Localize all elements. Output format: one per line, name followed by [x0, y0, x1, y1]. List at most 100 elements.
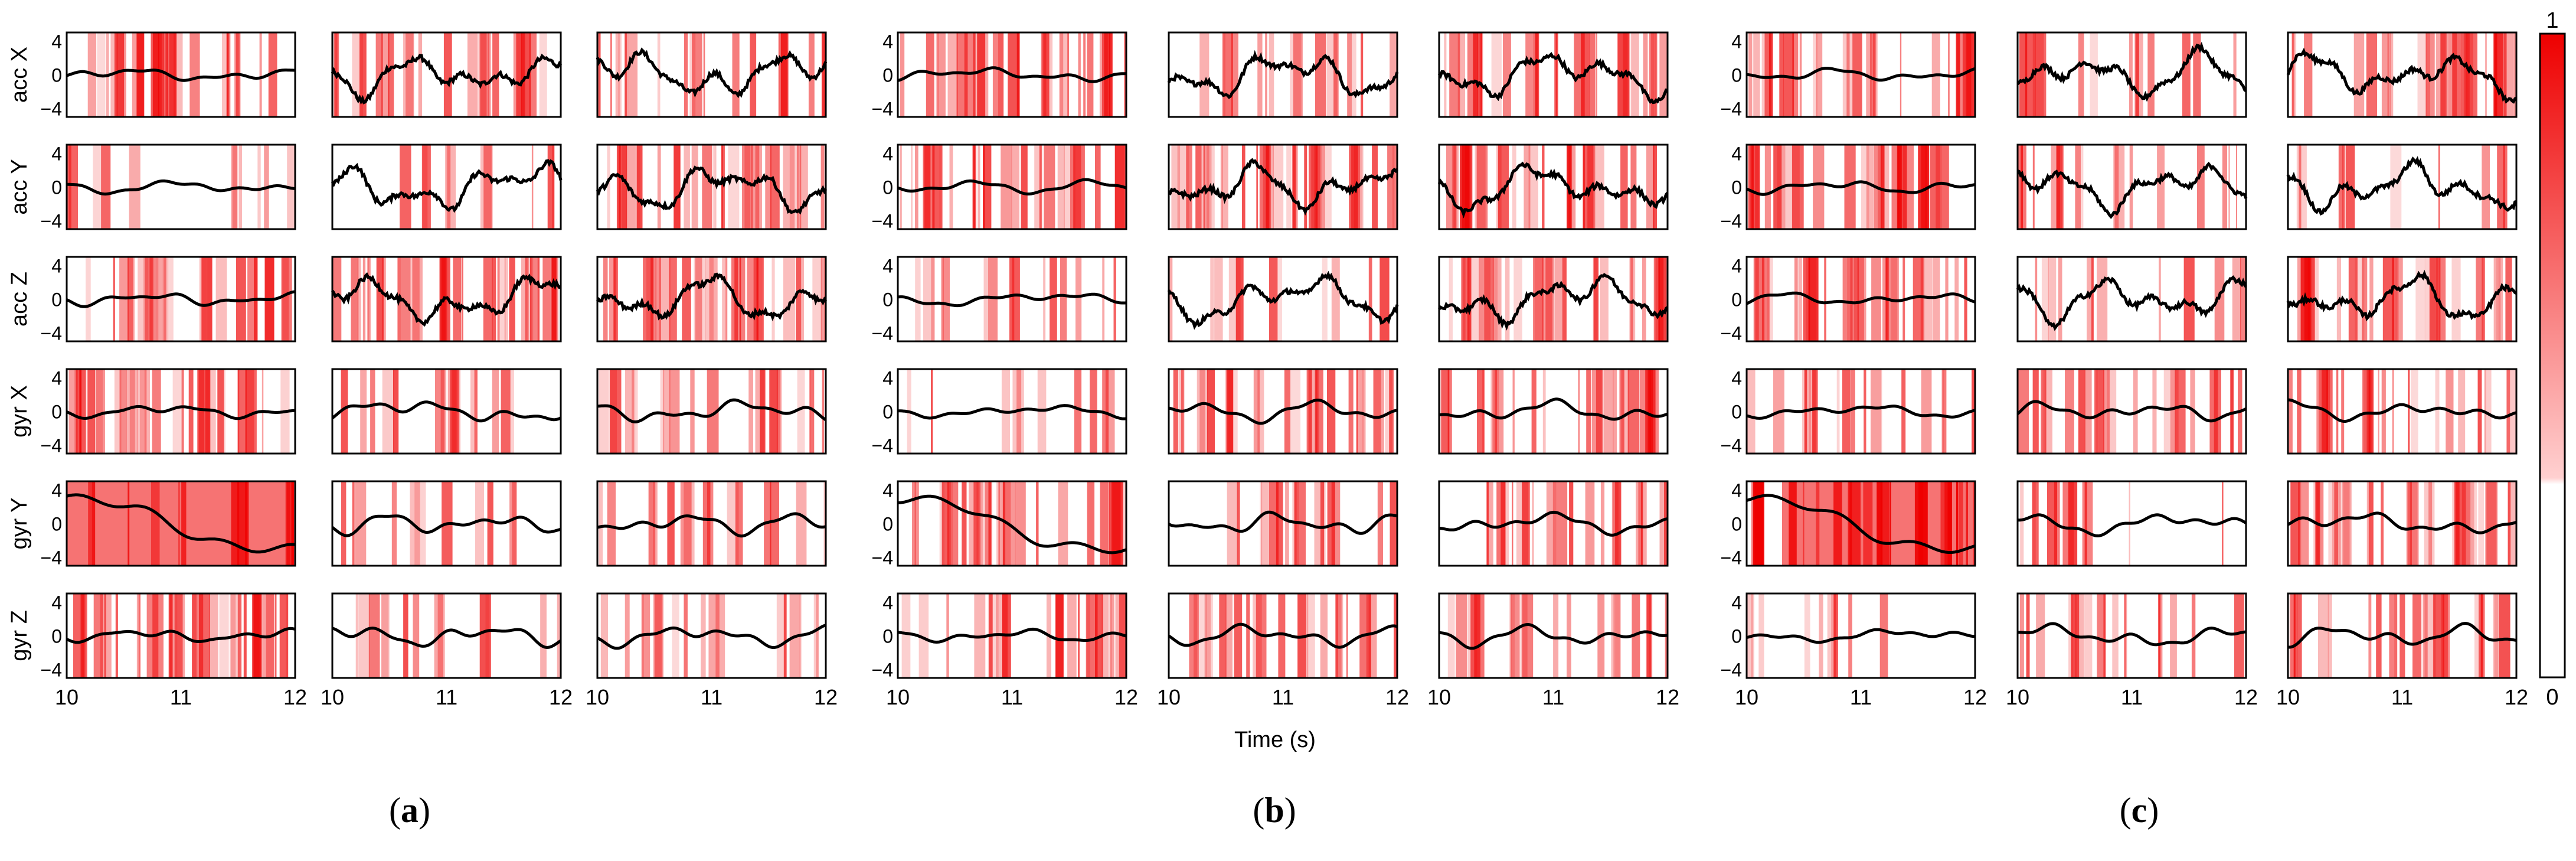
relevance-stripe [1878, 145, 1889, 229]
subplot-acc-x-col2 [331, 31, 563, 118]
x-tick-label: 12 [2234, 685, 2258, 709]
relevance-stripe [1083, 32, 1086, 117]
axes-frame [2287, 480, 2518, 567]
relevance-stripe [474, 369, 478, 454]
relevance-stripe [942, 481, 943, 566]
relevance-stripe [1109, 481, 1121, 566]
relevance-stripe [104, 593, 106, 678]
relevance-stripe [1292, 145, 1296, 229]
relevance-stripe [816, 593, 819, 678]
relevance-stripe [1087, 593, 1090, 678]
relevance-stripe [381, 32, 390, 117]
y-tick-label: 0 [882, 289, 893, 311]
relevance-stripe [2098, 369, 2104, 454]
subplot-acc-y-col2 [331, 144, 563, 230]
relevance-stripe [487, 481, 493, 566]
subplot-acc-y-col6 [1437, 144, 1669, 230]
y-tick-label: −4 [1721, 660, 1742, 681]
signal-trace [897, 292, 1127, 308]
subplot-gyr-y-col8 [2016, 480, 2247, 567]
relevance-stripe [1492, 369, 1504, 454]
y-tick-label: −4 [41, 99, 62, 120]
signal-trace [596, 165, 828, 215]
relevance-stripe [2240, 257, 2246, 341]
relevance-stripe [1596, 32, 1597, 117]
relevance-stripe [2438, 145, 2440, 229]
relevance-stripe [926, 32, 934, 117]
panel-label-b: (b) [1253, 791, 1296, 830]
relevance-stripe [778, 32, 787, 117]
relevance-stripe [2435, 369, 2440, 454]
relevance-stripe [1479, 32, 1482, 117]
relevance-stripe [783, 257, 795, 341]
relevance-stripe [2493, 593, 2499, 678]
subplot-gyr-x-col7: 4 0 −4 [1721, 367, 1976, 456]
relevance-stripe [2135, 32, 2139, 117]
channel-label: acc X [7, 47, 32, 103]
panel-label-a: (a) [389, 791, 430, 830]
relevance-stripe [1658, 257, 1668, 341]
relevance-stripe [703, 32, 705, 117]
relevance-stripe [2298, 481, 2309, 566]
relevance-stripe [2094, 369, 2098, 454]
relevance-stripe [403, 593, 408, 678]
relevance-stripe [1194, 593, 1198, 678]
relevance-stripe [1930, 145, 1941, 229]
signal-trace [331, 400, 562, 423]
relevance-stripe [2019, 32, 2028, 117]
relevance-stripe [1210, 257, 1214, 341]
relevance-stripe [1853, 257, 1864, 341]
axes-frame [1168, 592, 1398, 679]
relevance-stripe [744, 145, 751, 229]
axes-frame [2016, 256, 2247, 343]
relevance-stripe [1630, 257, 1636, 341]
subplot-gyr-x-col1: 4 0 −4 gyr X [7, 367, 296, 456]
relevance-stripe [421, 145, 431, 229]
relevance-stripe [1554, 257, 1567, 341]
relevance-stripe [1314, 481, 1326, 566]
signal-trace [1746, 628, 1976, 644]
relevance-stripe [947, 32, 958, 117]
relevance-stripe [1086, 593, 1098, 678]
subplot-acc-z-col1: 4 0 −4 acc Z [7, 255, 296, 344]
relevance-stripe [2214, 369, 2218, 454]
y-tick-label: 4 [1731, 31, 1742, 52]
relevance-stripe [618, 32, 622, 117]
signal-trace [66, 493, 296, 554]
relevance-stripe [901, 593, 911, 678]
signal-trace [597, 512, 826, 538]
relevance-stripe [695, 257, 702, 341]
relevance-stripe [2439, 257, 2446, 341]
relevance-stripe [2485, 481, 2497, 566]
relevance-stripe [1204, 593, 1211, 678]
y-tick-label: 4 [1731, 480, 1742, 501]
signal-trace [1747, 67, 1976, 82]
signal-trace [2017, 161, 2248, 219]
relevance-stripe [1852, 32, 1862, 117]
relevance-stripe [1346, 593, 1348, 678]
relevance-stripe [748, 369, 753, 454]
relevance-stripe [2316, 369, 2326, 454]
relevance-stripe [2343, 481, 2351, 566]
relevance-stripe [1009, 257, 1020, 341]
relevance-stripe [1461, 257, 1472, 341]
relevance-stripe [796, 481, 807, 566]
relevance-stripe [1752, 145, 1760, 229]
relevance-stripe [662, 369, 671, 454]
relevance-stripe [2068, 481, 2077, 566]
x-tick-label: 10 [55, 685, 79, 709]
relevance-stripe [1848, 593, 1852, 678]
relevance-stripe [1528, 145, 1538, 229]
x-tick-label: 11 [436, 685, 457, 709]
relevance-stripe [735, 481, 743, 566]
axes-frame [1745, 31, 1976, 118]
y-tick-label: −4 [872, 435, 893, 456]
relevance-stripe [1496, 481, 1506, 566]
relevance-stripe [2513, 32, 2516, 117]
relevance-stripe [1457, 32, 1465, 117]
relevance-stripe [1269, 32, 1274, 117]
relevance-stripe [375, 32, 383, 117]
relevance-stripe [480, 32, 489, 117]
relevance-stripe [2381, 32, 2389, 117]
y-tick-label: 4 [51, 255, 62, 276]
